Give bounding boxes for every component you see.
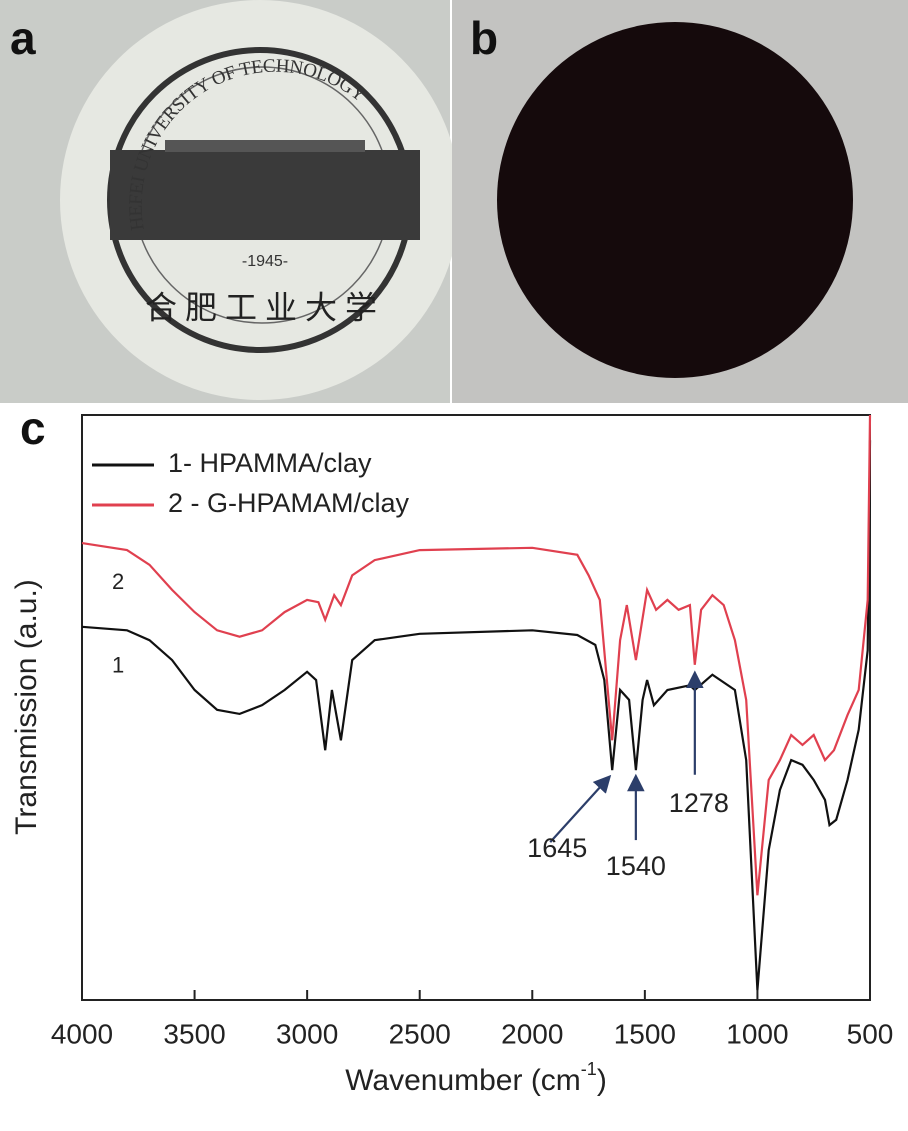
- x-tick-label: 500: [847, 1018, 894, 1049]
- x-tick-label: 1000: [726, 1018, 788, 1049]
- building: [110, 150, 420, 240]
- x-tick-label: 1500: [614, 1018, 676, 1049]
- series-line: [81, 440, 872, 991]
- y-axis-label: Transmission (a.u.): [10, 579, 43, 835]
- annotation-label: 1645: [527, 833, 587, 863]
- x-axis-label-text: Wavenumber (cm: [345, 1064, 581, 1097]
- plot-frame: [81, 414, 871, 1001]
- seal-chinese: 合肥工业大学: [145, 289, 385, 327]
- legend-label: 1- HPAMMA/clay: [168, 448, 372, 478]
- annotation-arrow: [549, 774, 612, 843]
- annotation-label: 1278: [669, 788, 729, 818]
- x-tick-label: 3500: [163, 1018, 225, 1049]
- seal-year: -1945-: [242, 253, 288, 270]
- panel-label: b: [470, 12, 498, 64]
- series-label: 1: [112, 653, 124, 678]
- x-tick-label: 2000: [501, 1018, 563, 1049]
- legend-label: 2 - G-HPAMAM/clay: [168, 488, 410, 518]
- black-disc: [497, 22, 853, 378]
- x-tick-label: 4000: [51, 1018, 113, 1049]
- series-line: [81, 414, 872, 896]
- x-axis-label: Wavenumber (cm-1): [345, 1059, 607, 1097]
- x-axis-label-sup: -1: [581, 1059, 597, 1079]
- x-tick-label: 3000: [276, 1018, 338, 1049]
- panel-label: c: [20, 402, 46, 454]
- building-roof: [165, 140, 365, 152]
- x-tick-label: 2500: [389, 1018, 451, 1049]
- series-label: 2: [112, 569, 124, 594]
- annotation-label: 1540: [606, 851, 666, 881]
- panel-label: a: [10, 12, 36, 64]
- x-axis-label-end: ): [597, 1064, 607, 1097]
